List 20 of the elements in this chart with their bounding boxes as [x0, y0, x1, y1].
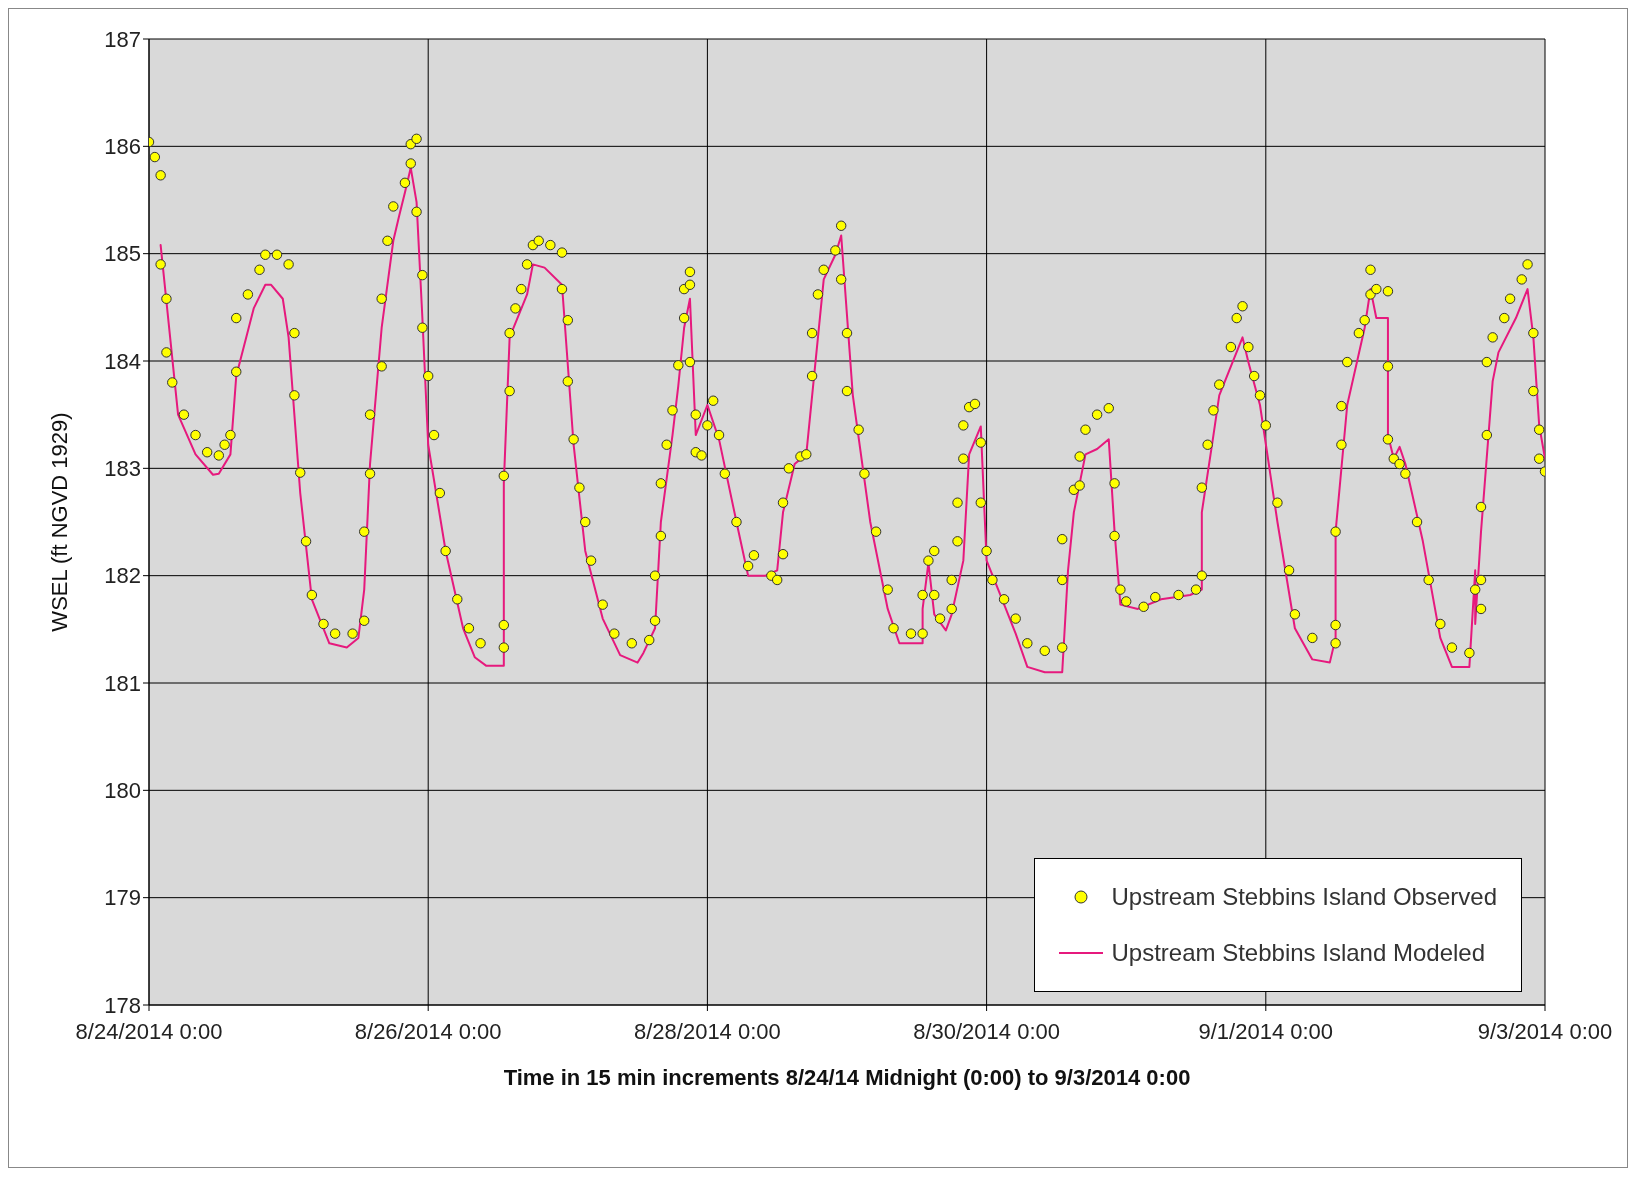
y-tick-label: 181: [104, 670, 141, 696]
y-tick-label: 178: [104, 992, 141, 1018]
legend-label: Upstream Stebbins Island Modeled: [1111, 939, 1486, 967]
y-tick-label: 179: [104, 885, 141, 911]
x-tick-label: 9/1/2014 0:00: [1198, 1018, 1334, 1044]
y-tick-label: 185: [104, 241, 141, 267]
x-axis-title: Time in 15 min increments 8/24/14 Midnight (0:00) to 9/3/2014 0:00: [503, 1065, 1191, 1090]
legend-label: Upstream Stebbins Island Observed: [1111, 883, 1497, 911]
y-tick-label: 180: [104, 778, 141, 804]
y-tick-label: 187: [104, 26, 141, 52]
x-tick-label: 8/28/2014 0:00: [633, 1018, 781, 1044]
x-tick-label: 8/30/2014 0:00: [913, 1018, 1061, 1044]
y-axis-title: WSEL (ft NGVD 1929): [46, 412, 72, 632]
y-tick-label: 182: [104, 563, 141, 589]
x-tick-label: 8/26/2014 0:00: [354, 1018, 502, 1044]
x-tick-label: 9/3/2014 0:00: [1477, 1018, 1613, 1044]
y-tick-label: 184: [104, 348, 141, 374]
y-tick-label: 186: [104, 134, 141, 160]
y-tick-label: 183: [104, 456, 141, 482]
x-tick-label: 8/24/2014 0:00: [75, 1018, 223, 1044]
